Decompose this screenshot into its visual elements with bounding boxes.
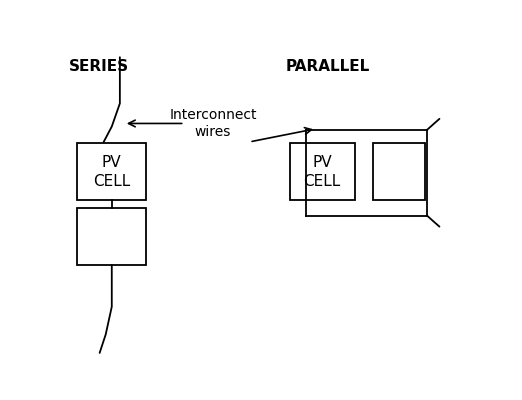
Text: PV
CELL: PV CELL <box>303 154 341 189</box>
Bar <box>77 208 146 265</box>
Text: PV
CELL: PV CELL <box>93 154 130 189</box>
Bar <box>290 144 354 200</box>
Bar <box>77 144 146 200</box>
Text: Interconnect
wires: Interconnect wires <box>169 108 257 139</box>
Text: SERIES: SERIES <box>69 59 129 74</box>
Bar <box>373 144 425 200</box>
Text: PARALLEL: PARALLEL <box>286 59 370 74</box>
